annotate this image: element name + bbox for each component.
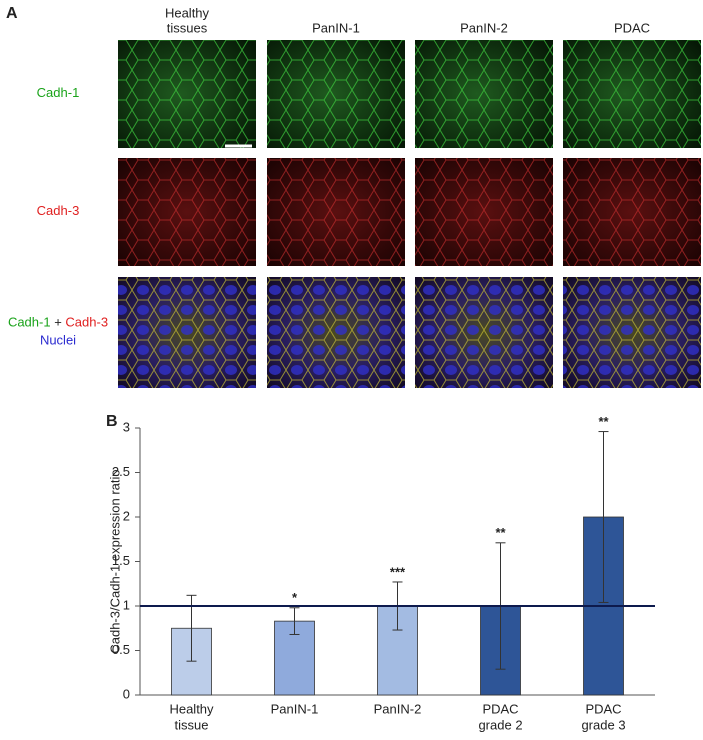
row-label-part: + bbox=[54, 315, 65, 330]
x-tick-label: PDAC bbox=[482, 701, 518, 716]
column-header: PanIN-1 bbox=[312, 20, 360, 35]
micrograph-cells bbox=[415, 277, 553, 388]
micrograph-cells bbox=[267, 40, 405, 148]
row-label: Nuclei bbox=[40, 333, 76, 348]
error-bar bbox=[289, 607, 300, 635]
significance-label: * bbox=[292, 590, 298, 605]
significance-label: ** bbox=[495, 525, 506, 540]
row-label-part: Cadh-1 bbox=[8, 315, 54, 330]
y-tick-label: 0.5 bbox=[112, 642, 130, 657]
y-tick-label: 2.5 bbox=[112, 464, 130, 479]
column-header: PDAC bbox=[614, 20, 650, 35]
panel-b: B Cadh-3/Cadh-1 expression ratio 0 0.5 1 1.5 2… bbox=[106, 413, 655, 732]
row-label-part: Cadh-1 bbox=[37, 85, 80, 100]
column-header: tissues bbox=[167, 20, 208, 35]
row-label: Cadh-3 bbox=[37, 203, 80, 218]
micrograph-cells bbox=[415, 40, 553, 148]
micrograph-cells bbox=[118, 158, 256, 266]
x-tick-label: Healthy bbox=[169, 701, 214, 716]
micrograph-cells bbox=[415, 158, 553, 266]
row-label-part: Nuclei bbox=[40, 333, 76, 348]
x-tick-label: grade 2 bbox=[478, 717, 522, 732]
micrograph-cells bbox=[267, 158, 405, 266]
significance-label: *** bbox=[390, 564, 406, 579]
y-tick-label: 1 bbox=[123, 597, 130, 612]
y-tick-label: 3 bbox=[123, 419, 130, 434]
significance-label: ** bbox=[598, 414, 609, 429]
x-tick-label: tissue bbox=[175, 717, 209, 732]
micrograph-cells bbox=[563, 277, 701, 388]
y-tick-label: 1.5 bbox=[112, 553, 130, 568]
x-tick-label: PDAC bbox=[585, 701, 621, 716]
micrograph-cells bbox=[563, 158, 701, 266]
y-tick-label: 2 bbox=[123, 508, 130, 523]
row-label-part: Cadh-3 bbox=[65, 315, 108, 330]
x-tick-label: PanIN-1 bbox=[271, 701, 319, 716]
micrograph-cells bbox=[118, 277, 256, 388]
column-header: PanIN-2 bbox=[460, 20, 508, 35]
row-label: Cadh-1 bbox=[37, 85, 80, 100]
micrograph-cells bbox=[267, 277, 405, 388]
error-bar bbox=[598, 431, 609, 603]
y-axis-label: Cadh-3/Cadh-1 expression ratio bbox=[107, 469, 122, 653]
row-label: Cadh-1 + Cadh-3 bbox=[8, 315, 108, 330]
row-label-part: Cadh-3 bbox=[37, 203, 80, 218]
micrograph-cells bbox=[563, 40, 701, 148]
x-tick-label: PanIN-2 bbox=[374, 701, 422, 716]
x-tick-label: grade 3 bbox=[581, 717, 625, 732]
panel-label: A bbox=[6, 5, 18, 22]
column-header: Healthy bbox=[165, 5, 210, 20]
y-tick-label: 0 bbox=[123, 686, 130, 701]
panel-label: B bbox=[106, 413, 118, 430]
micrograph-cells bbox=[118, 40, 256, 148]
